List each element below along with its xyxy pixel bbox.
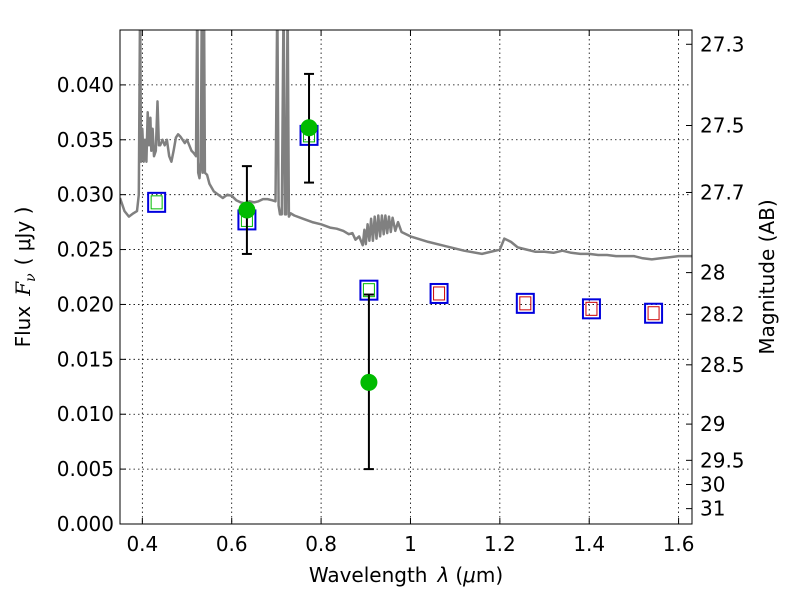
model-photometry-inner-marker bbox=[585, 301, 598, 316]
mag-tick-label: 31 bbox=[700, 497, 725, 521]
mag-tick-label: 29 bbox=[700, 412, 725, 436]
tick-labels: 0.4 0.6 0.8 1 1.2 1.4 1.6 0.000 0.005 0.010 0.015 0… bbox=[57, 32, 745, 556]
model-photometry-marker bbox=[515, 292, 535, 314]
axis-ticks bbox=[120, 30, 692, 525]
observed-point bbox=[360, 373, 378, 391]
plot-background bbox=[120, 30, 692, 524]
mag-tick-label: 28.5 bbox=[700, 353, 745, 377]
model-photometry-inner-marker bbox=[150, 195, 163, 210]
y-tick-label: 0.040 bbox=[57, 73, 114, 97]
model-spectrum-line bbox=[120, 30, 692, 261]
mag-tick-label: 28.2 bbox=[700, 302, 745, 326]
x-tick-label: 0.6 bbox=[216, 532, 248, 556]
y-tick-label: 0.010 bbox=[57, 402, 114, 426]
series-layer bbox=[120, 30, 692, 261]
mag-tick-label: 27.7 bbox=[700, 180, 745, 204]
observed-point bbox=[238, 201, 256, 219]
model-photometry-inner-marker bbox=[519, 296, 532, 311]
y-tick-label: 0.005 bbox=[57, 457, 114, 481]
y-tick-label: 0.025 bbox=[57, 238, 114, 262]
y-tick-label: 0.015 bbox=[57, 347, 114, 371]
y-tick-label: 0.020 bbox=[57, 292, 114, 316]
model-photometry-marker bbox=[644, 302, 664, 324]
model-photometry-marker bbox=[147, 191, 167, 213]
y2-axis-label: Magnitude (AB) bbox=[755, 199, 779, 354]
y-axis-label: FluxFν( μJy ) bbox=[11, 207, 39, 348]
y-tick-label: 0.030 bbox=[57, 183, 114, 207]
mag-tick-label: 29.5 bbox=[700, 448, 745, 472]
model-photometry-marker bbox=[581, 298, 601, 320]
plot-frame bbox=[119, 29, 693, 525]
mag-tick-label: 27.5 bbox=[700, 114, 745, 138]
model-photometry-inner-marker bbox=[433, 286, 446, 301]
model-photometry-inner-marker bbox=[647, 306, 660, 321]
mag-tick-label: 28 bbox=[700, 261, 725, 285]
observed-point bbox=[300, 119, 318, 137]
mag-tick-label: 30 bbox=[700, 472, 725, 496]
x-tick-label: 0.4 bbox=[126, 532, 158, 556]
x-axis-label: Wavelength λ (μm) bbox=[309, 563, 503, 587]
mag-tick-label: 27.3 bbox=[700, 32, 745, 56]
x-tick-label: 1 bbox=[404, 532, 417, 556]
x-tick-label: 1.4 bbox=[573, 532, 605, 556]
model-photometry-marker bbox=[429, 282, 449, 304]
y-tick-label: 0.035 bbox=[57, 128, 114, 152]
marker-layer bbox=[147, 72, 664, 471]
y-tick-label: 0.000 bbox=[57, 512, 114, 536]
x-tick-label: 1.2 bbox=[484, 532, 516, 556]
x-tick-label: 1.6 bbox=[663, 532, 695, 556]
x-tick-label: 0.8 bbox=[305, 532, 337, 556]
